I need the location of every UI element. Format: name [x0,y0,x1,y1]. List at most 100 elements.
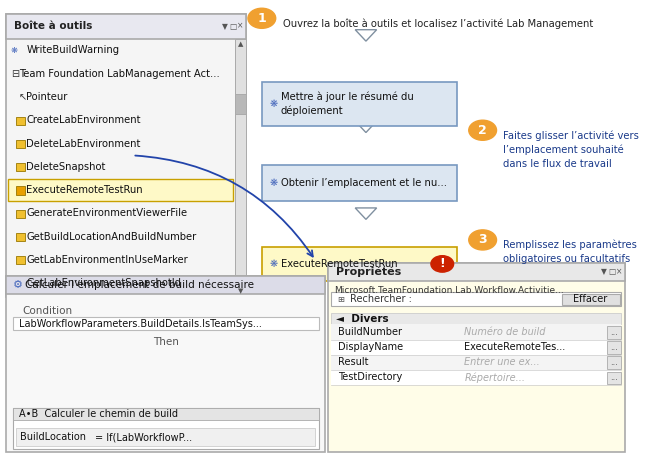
Text: Then: Then [152,337,178,347]
FancyBboxPatch shape [7,179,233,201]
FancyBboxPatch shape [607,356,621,369]
Text: 2: 2 [478,124,487,137]
Text: Obtenir l’emplacement et le nu...: Obtenir l’emplacement et le nu... [280,178,447,188]
Bar [16,140,25,148]
FancyBboxPatch shape [13,408,319,449]
FancyBboxPatch shape [607,372,621,384]
Bar [16,233,25,241]
Text: □: □ [608,267,615,276]
Bar [16,256,25,265]
FancyBboxPatch shape [332,324,621,340]
Text: Effacer: Effacer [573,294,608,304]
Text: Faites glisser l’activité vers
l’emplacement souhaité
dans le flux de travail: Faites glisser l’activité vers l’emplace… [503,130,639,170]
Text: Remplissez les paramètres
obligatoires ou facultatifs: Remplissez les paramètres obligatoires o… [503,240,637,265]
Text: ...: ... [610,358,618,367]
Text: Entrer une ex...: Entrer une ex... [465,357,540,367]
Bar [16,210,25,218]
Text: Team Foundation LabManagement Act...: Team Foundation LabManagement Act... [19,69,219,79]
FancyBboxPatch shape [7,276,325,452]
Text: Pointeur: Pointeur [27,92,68,102]
Text: ExecuteRemoteTestRun: ExecuteRemoteTestRun [27,185,143,195]
Text: ▼: ▼ [601,267,607,276]
Text: ▼: ▼ [238,288,243,295]
Text: GenerateEnvironmentViewerFile: GenerateEnvironmentViewerFile [27,208,188,218]
Text: GetBuildLocationAndBuildNumber: GetBuildLocationAndBuildNumber [27,232,197,242]
Text: ↖: ↖ [19,92,27,102]
Text: ❋: ❋ [11,46,18,55]
Bar [16,280,25,288]
FancyBboxPatch shape [262,165,457,201]
Text: Ouvrez la boîte à outils et localisez l’activité Lab Management: Ouvrez la boîte à outils et localisez l’… [282,18,593,29]
Text: LabWorkflowParameters.BuildDetails.IsTeamSys...: LabWorkflowParameters.BuildDetails.IsTea… [19,319,262,329]
Text: □: □ [229,22,237,31]
Text: DeleteLabEnvironment: DeleteLabEnvironment [27,138,141,149]
FancyBboxPatch shape [332,313,621,324]
Text: ExecuteRemoteTes...: ExecuteRemoteTes... [465,342,566,352]
Text: Mettre à jour le résumé du
déploiement: Mettre à jour le résumé du déploiement [280,92,414,116]
FancyBboxPatch shape [328,263,625,452]
Circle shape [469,230,497,250]
Text: ⚙: ⚙ [13,280,23,290]
Text: ...: ... [610,343,618,351]
Text: A•B  Calculer le chemin de build: A•B Calculer le chemin de build [19,409,178,419]
Text: ⊟: ⊟ [11,69,19,79]
Text: Microsoft.TeamFoundation.Lab.Workflow.Activitie...: Microsoft.TeamFoundation.Lab.Workflow.Ac… [334,286,564,295]
Text: Condition: Condition [22,306,72,316]
Text: ×: × [616,267,622,276]
FancyBboxPatch shape [607,341,621,354]
Text: ❋: ❋ [270,259,278,269]
Text: 1: 1 [257,12,267,25]
Text: Boîte à outils: Boîte à outils [14,21,92,31]
Text: Numéro de build: Numéro de build [465,327,546,337]
FancyBboxPatch shape [235,94,246,114]
Text: = If(LabWorkflowP...: = If(LabWorkflowP... [95,432,192,442]
Text: TestDirectory: TestDirectory [337,372,402,382]
Text: CreateLabEnvironment: CreateLabEnvironment [27,115,141,125]
Circle shape [469,120,497,140]
FancyBboxPatch shape [235,39,246,297]
Text: 3: 3 [478,234,487,246]
Text: GetLabEnvironmentInUseMarker: GetLabEnvironmentInUseMarker [27,255,188,265]
FancyBboxPatch shape [13,408,319,420]
FancyBboxPatch shape [16,428,316,446]
Bar [16,117,25,125]
FancyBboxPatch shape [262,82,457,126]
Bar [16,163,25,171]
Text: ▲: ▲ [238,41,243,48]
FancyBboxPatch shape [7,14,246,39]
Text: ExecuteRemoteTestRun: ExecuteRemoteTestRun [280,259,397,269]
Text: DisplayName: DisplayName [337,342,402,352]
Circle shape [431,256,453,272]
Text: ...: ... [610,373,618,382]
Text: ◄  Divers: ◄ Divers [335,314,389,324]
Text: ❋: ❋ [270,99,278,109]
FancyBboxPatch shape [328,263,625,281]
FancyBboxPatch shape [332,340,621,355]
FancyBboxPatch shape [332,355,621,370]
Text: GetLabEnvironmentSnapshotId: GetLabEnvironmentSnapshotId [27,278,182,288]
Text: ❋: ❋ [270,178,278,188]
Text: ▼: ▼ [222,22,228,31]
FancyBboxPatch shape [562,294,619,305]
FancyBboxPatch shape [7,14,246,297]
Text: WriteBuildWarning: WriteBuildWarning [27,46,119,55]
Text: Result: Result [337,357,368,367]
Text: ...: ... [610,328,618,336]
FancyBboxPatch shape [262,247,457,281]
FancyBboxPatch shape [332,292,621,306]
FancyBboxPatch shape [332,370,621,385]
Text: BuildLocation: BuildLocation [20,432,86,442]
Text: !: ! [440,257,445,271]
FancyBboxPatch shape [607,326,621,339]
Text: ×: × [237,22,243,31]
Bar [16,186,25,195]
Text: Propriétés: Propriétés [335,267,401,277]
FancyBboxPatch shape [13,317,319,330]
Text: Calculer l’emplacement de build nécessaire: Calculer l’emplacement de build nécessai… [25,280,254,290]
Text: DeleteSnapshot: DeleteSnapshot [27,162,106,172]
FancyBboxPatch shape [7,276,325,294]
Text: Rechercher :: Rechercher : [350,294,412,304]
Text: BuildNumber: BuildNumber [337,327,402,337]
Text: ⊞: ⊞ [337,295,345,304]
Circle shape [248,8,276,28]
